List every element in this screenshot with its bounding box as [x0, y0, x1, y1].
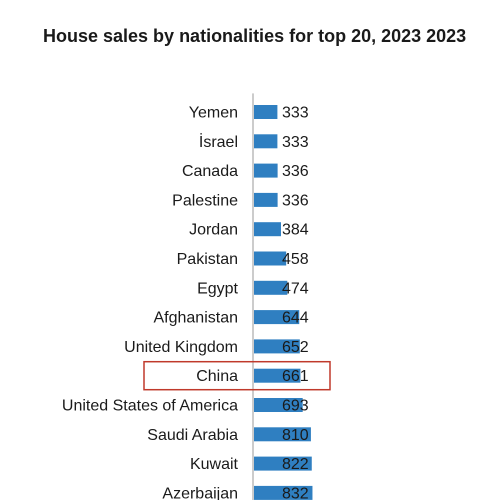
category-label: Palestine [172, 192, 238, 209]
bar [254, 105, 278, 119]
value-label: 810 [282, 427, 309, 444]
value-label: 822 [282, 456, 309, 473]
bar [254, 339, 300, 354]
bar [254, 368, 301, 383]
value-label: 652 [282, 339, 309, 356]
category-label: İsrael [199, 132, 238, 151]
bar [254, 310, 300, 325]
bar [254, 163, 278, 178]
value-label: 474 [282, 280, 309, 297]
category-label: Pakistan [177, 251, 238, 268]
category-label: United States of America [62, 398, 238, 415]
chart-title: House sales by nationalities for top 20,… [43, 26, 467, 46]
bar [254, 251, 287, 266]
value-label: 333 [282, 105, 309, 122]
value-label: 832 [282, 485, 309, 500]
bar [254, 398, 303, 412]
value-label: 661 [282, 368, 309, 385]
bar [254, 192, 278, 207]
highlight-box [143, 360, 331, 391]
bar [254, 280, 288, 295]
category-label: Kuwait [190, 456, 239, 473]
category-label: Saudi Arabia [147, 427, 238, 444]
bar [254, 427, 311, 442]
bar [254, 456, 312, 471]
value-label: 336 [282, 163, 309, 180]
value-label: 693 [282, 398, 309, 415]
value-label: 644 [282, 310, 309, 327]
category-label: Afghanistan [153, 310, 238, 327]
category-label: Canada [182, 163, 238, 180]
category-label: China [196, 368, 238, 385]
bar [254, 222, 281, 237]
category-label: Azerbaijan [162, 485, 238, 500]
value-label: 333 [282, 134, 309, 151]
category-label: Yemen [189, 105, 238, 122]
bar [254, 134, 278, 149]
value-label: 336 [282, 192, 309, 209]
bar [254, 485, 313, 500]
value-label: 458 [282, 251, 309, 268]
category-label: United Kingdom [124, 339, 238, 356]
category-label: Jordan [189, 222, 238, 239]
category-label: Egypt [197, 280, 238, 297]
value-label: 384 [282, 222, 309, 239]
